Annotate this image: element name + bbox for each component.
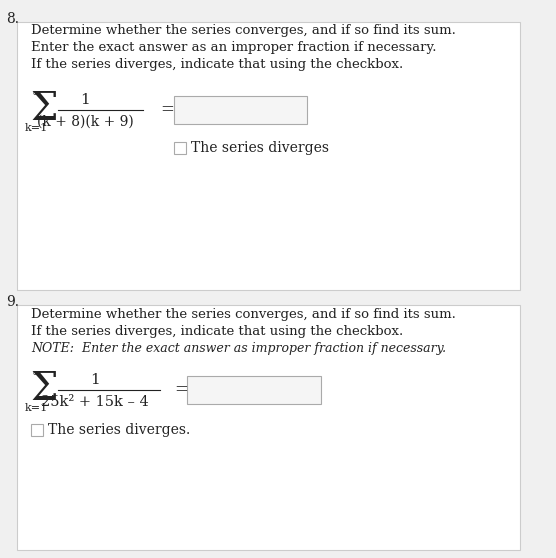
- Text: The series diverges.: The series diverges.: [48, 423, 191, 437]
- Text: 25k² + 15k – 4: 25k² + 15k – 4: [41, 395, 148, 409]
- Text: If the series diverges, indicate that using the checkbox.: If the series diverges, indicate that us…: [31, 325, 403, 338]
- FancyBboxPatch shape: [31, 424, 42, 436]
- Text: Σ: Σ: [31, 92, 58, 128]
- Text: NOTE:  Enter the exact answer as improper fraction if necessary.: NOTE: Enter the exact answer as improper…: [31, 342, 446, 355]
- FancyBboxPatch shape: [17, 22, 520, 290]
- Text: k=1: k=1: [25, 403, 48, 413]
- Text: 1: 1: [90, 373, 100, 387]
- Text: =: =: [174, 382, 188, 398]
- Text: 8.: 8.: [6, 12, 19, 26]
- Text: The series diverges: The series diverges: [191, 141, 329, 155]
- Text: 9.: 9.: [6, 295, 19, 309]
- Text: If the series diverges, indicate that using the checkbox.: If the series diverges, indicate that us…: [31, 58, 403, 71]
- Text: k=1: k=1: [25, 123, 48, 133]
- Text: =: =: [160, 102, 174, 118]
- FancyBboxPatch shape: [17, 305, 520, 550]
- FancyBboxPatch shape: [174, 96, 307, 124]
- Text: Enter the exact answer as an improper fraction if necessary.: Enter the exact answer as an improper fr…: [31, 41, 436, 54]
- Text: 1: 1: [80, 93, 90, 107]
- Text: Determine whether the series converges, and if so find its sum.: Determine whether the series converges, …: [31, 308, 456, 321]
- Text: Σ: Σ: [31, 372, 58, 408]
- Text: Determine whether the series converges, and if so find its sum.: Determine whether the series converges, …: [31, 24, 456, 37]
- FancyBboxPatch shape: [174, 142, 186, 154]
- Text: (k + 8)(k + 9): (k + 8)(k + 9): [37, 115, 133, 129]
- FancyBboxPatch shape: [187, 376, 321, 404]
- Text: ∞: ∞: [32, 367, 41, 377]
- Text: ∞: ∞: [32, 87, 41, 97]
